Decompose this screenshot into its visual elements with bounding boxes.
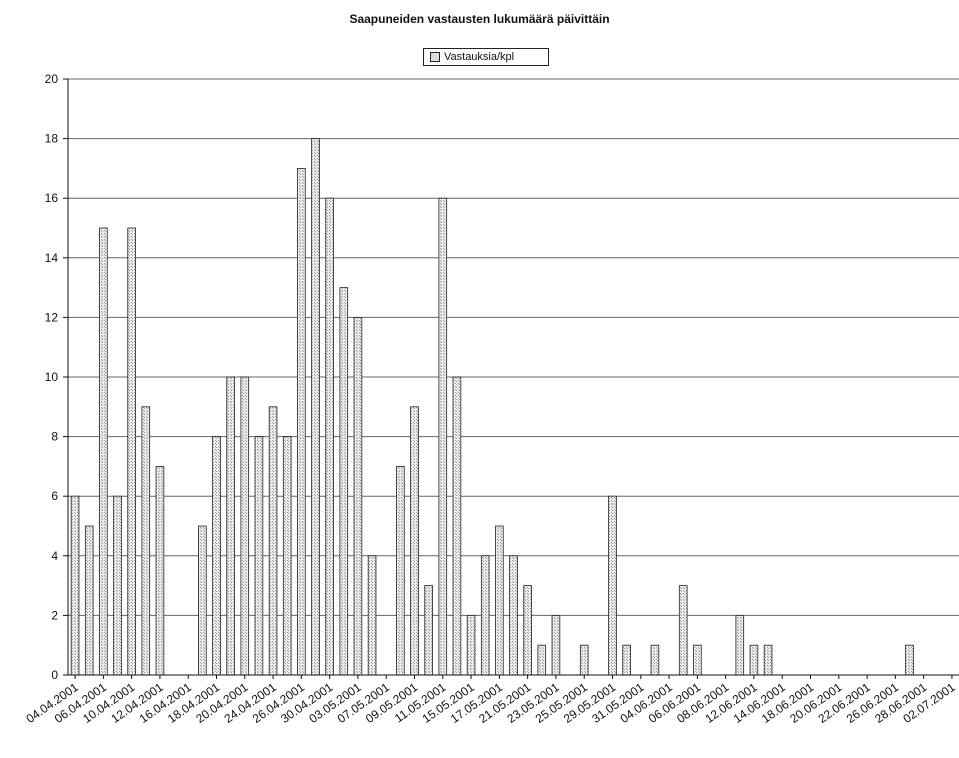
y-tick-label: 16: [45, 191, 59, 205]
bar: [495, 526, 503, 675]
bars: [71, 139, 913, 675]
bar: [99, 228, 107, 675]
bar: [142, 407, 150, 675]
bar: [609, 496, 617, 675]
bar: [85, 526, 93, 675]
bar: [128, 228, 136, 675]
bar: [326, 198, 334, 675]
y-tick-label: 18: [45, 132, 59, 146]
bar: [255, 437, 263, 675]
bar: [227, 377, 235, 675]
bar: [481, 556, 489, 675]
bar: [269, 407, 277, 675]
bar: [538, 645, 546, 675]
bar: [750, 645, 758, 675]
y-tick-label: 2: [51, 608, 58, 622]
bar: [396, 466, 404, 675]
y-tick-label: 4: [51, 549, 58, 563]
bar: [297, 168, 305, 675]
y-tick-label: 14: [45, 251, 59, 265]
bar: [453, 377, 461, 675]
bar: [651, 645, 659, 675]
bar: [241, 377, 249, 675]
bar: [736, 615, 744, 675]
bar: [198, 526, 206, 675]
bar: [510, 556, 518, 675]
x-axis-tick-labels: 04.04.200106.04.200110.04.200112.04.2001…: [24, 675, 958, 726]
y-axis-tick-labels: 0 2 4 6 8 10 12 14 16 18 20: [45, 72, 59, 682]
y-tick-label: 12: [45, 310, 59, 324]
y-tick-label: 8: [51, 430, 58, 444]
bar: [156, 466, 164, 675]
bar: [524, 586, 532, 675]
bar: [693, 645, 701, 675]
bar: [906, 645, 914, 675]
bar: [340, 288, 348, 675]
bar: [312, 139, 320, 675]
y-tick-label: 10: [45, 370, 59, 384]
bar: [764, 645, 772, 675]
bar: [425, 586, 433, 675]
bar: [213, 437, 221, 675]
y-tick-label: 20: [45, 72, 59, 86]
bar: [283, 437, 291, 675]
bar: [114, 496, 122, 675]
bar: [71, 496, 79, 675]
bar: [467, 615, 475, 675]
bar: [580, 645, 588, 675]
bar: [354, 317, 362, 675]
bar: [411, 407, 419, 675]
bar: [679, 586, 687, 675]
bar: [623, 645, 631, 675]
bar: [552, 615, 560, 675]
bar: [368, 556, 376, 675]
bar: [439, 198, 447, 675]
y-tick-label: 6: [51, 489, 58, 503]
y-tick-label: 0: [51, 668, 58, 682]
